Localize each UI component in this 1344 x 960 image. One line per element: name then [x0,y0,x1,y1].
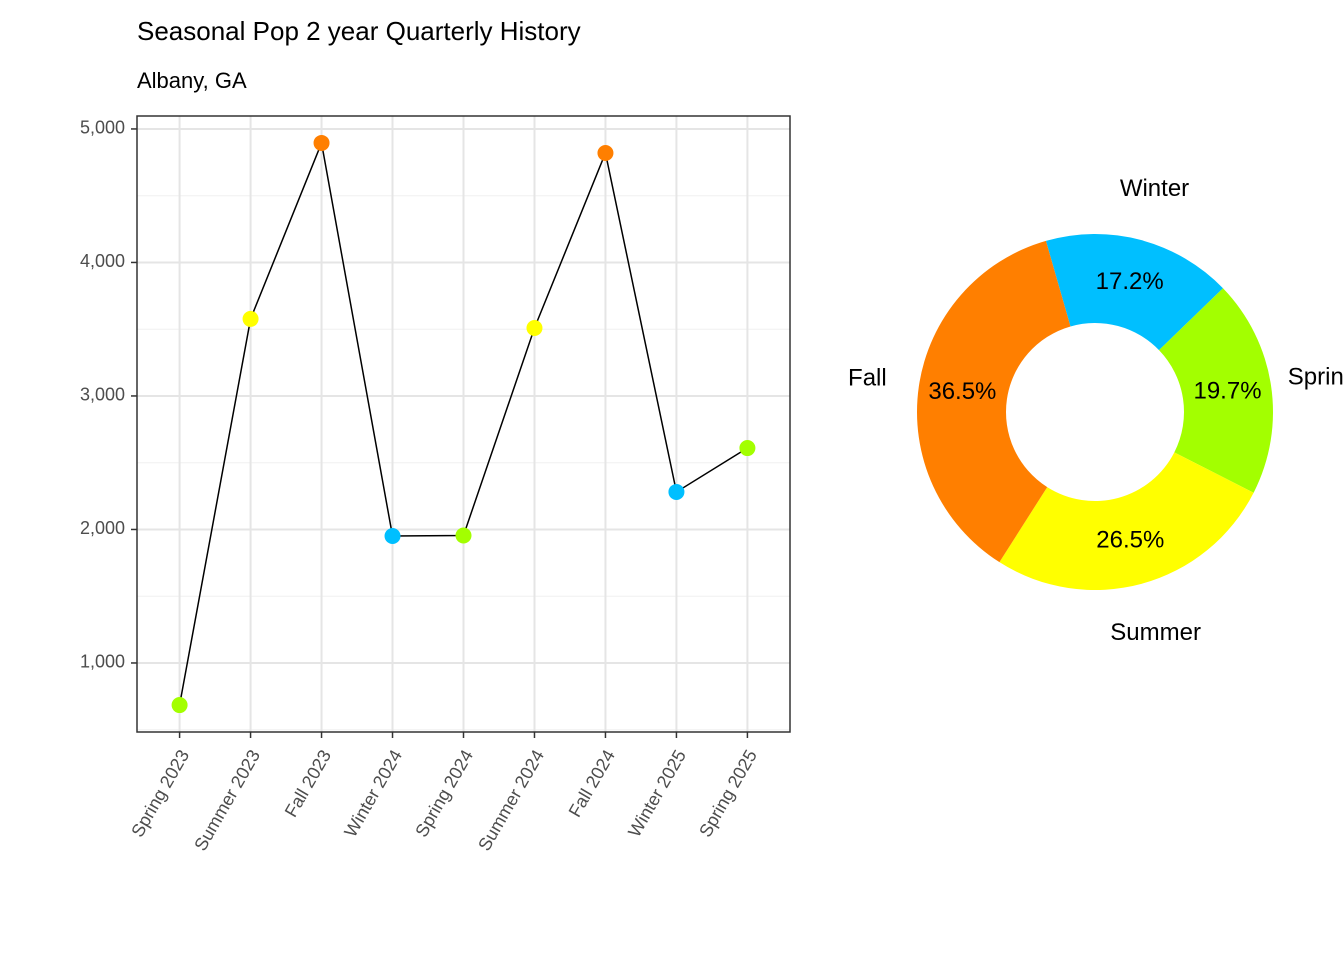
slice-label: Fall [848,364,887,391]
y-tick-label: 3,000 [80,385,125,405]
point [455,527,472,544]
point [313,134,330,151]
slice-label: Spring [1288,363,1344,390]
point [384,528,401,545]
x-tick-label: Summer 2024 [474,746,548,854]
slice-label: Winter [1120,175,1189,202]
slice-label: Summer [1110,619,1201,646]
value-label: 17.2% [1096,268,1164,295]
point [526,320,543,337]
plot-border [136,115,791,733]
chart-subtitle: Albany, GA [137,68,247,93]
donut-slice [1045,234,1224,351]
x-tick-label: Fall 2024 [565,746,619,820]
y-tick-label: 4,000 [80,251,125,271]
x-tick-label: Spring 2025 [695,746,761,840]
y-tick-label: 1,000 [80,652,125,672]
point [739,440,756,457]
value-label: 19.7% [1193,377,1261,404]
donut-slice [917,240,1071,563]
x-tick-label: Winter 2025 [624,746,690,840]
x-tick-label: Summer 2023 [190,746,264,854]
donut-slice [999,452,1254,590]
x-tick-label: Spring 2023 [127,746,193,840]
value-label: 26.5% [1096,527,1164,554]
point [171,697,188,714]
y-tick-label: 5,000 [80,118,125,138]
x-tick-label: Winter 2024 [340,746,406,840]
donut-slice [1159,288,1273,493]
x-tick-label: Spring 2024 [411,746,477,840]
chart-title: Seasonal Pop 2 year Quarterly History [137,16,581,46]
y-tick-label: 2,000 [80,518,125,538]
point [597,144,614,161]
point [242,310,259,327]
point [668,483,685,500]
x-tick-label: Fall 2023 [281,746,335,820]
value-label: 36.5% [928,378,996,405]
